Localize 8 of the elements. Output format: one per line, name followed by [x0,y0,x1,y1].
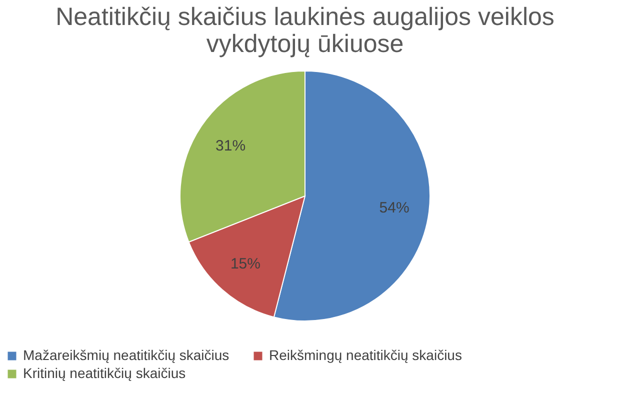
legend-label: Reikšmingų neatitikčių skaičius [269,347,462,363]
text: vykdytojų ūkiuose [206,30,404,58]
legend-label: Kritinių neatitikčių skaičius [23,365,186,381]
legend-label: Mažareikšmių neatitikčių skaičius [23,347,230,363]
text: Neatitikčių skaičius laukinės augalijos veiklos [56,3,554,31]
data-label: 15% [230,256,260,273]
data-label: 31% [216,137,246,154]
data-label: 54% [379,199,410,216]
